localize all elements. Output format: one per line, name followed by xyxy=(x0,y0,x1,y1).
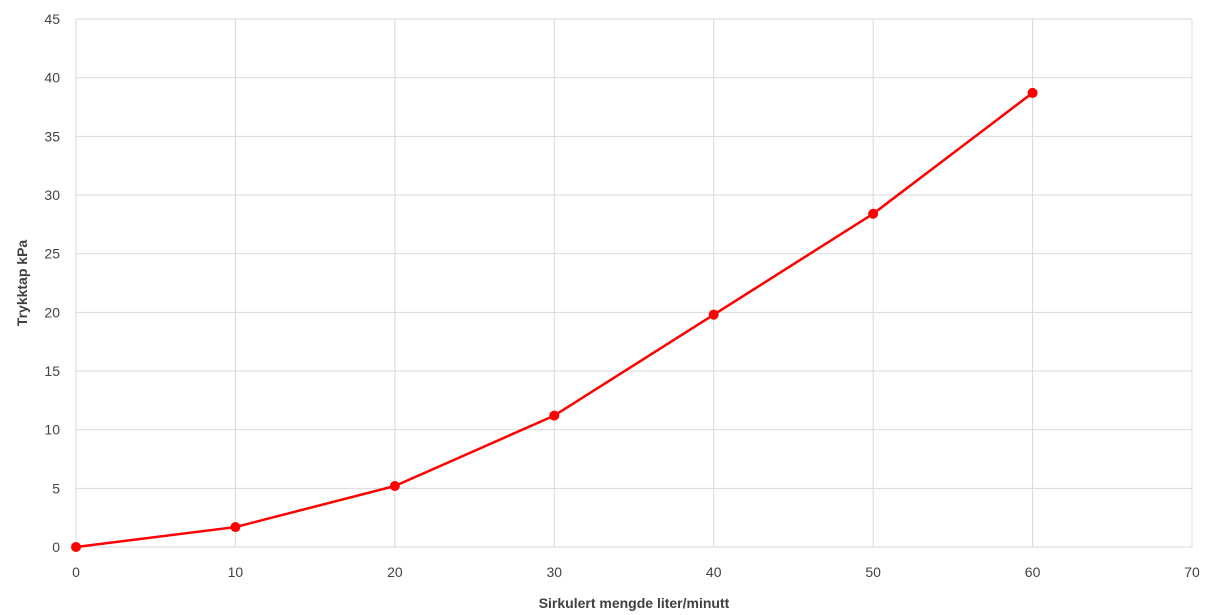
x-tick-label: 0 xyxy=(72,564,80,580)
y-tick-label: 35 xyxy=(44,128,60,144)
y-tick-label: 15 xyxy=(44,363,60,379)
data-point xyxy=(1027,87,1038,98)
y-axis-title: Trykktap kPa xyxy=(14,240,30,327)
data-point xyxy=(389,480,400,491)
grid xyxy=(75,18,1193,548)
y-tick-label: 10 xyxy=(44,422,60,438)
y-tick-label: 20 xyxy=(44,304,60,320)
x-tick-label: 40 xyxy=(706,564,722,580)
x-tick-label: 30 xyxy=(546,564,562,580)
x-axis-title: Sirkulert mengde liter/minutt xyxy=(539,595,730,611)
y-tick-label: 25 xyxy=(44,246,60,262)
series-layer xyxy=(71,87,1038,552)
y-tick-label: 40 xyxy=(44,70,60,86)
x-tick-label: 70 xyxy=(1184,564,1200,580)
data-point xyxy=(708,309,719,320)
x-tick-label: 20 xyxy=(387,564,403,580)
y-tick-label: 45 xyxy=(44,11,60,27)
data-point xyxy=(868,208,879,219)
x-tick-label: 10 xyxy=(228,564,244,580)
data-point xyxy=(230,522,241,533)
y-tick-label: 5 xyxy=(52,480,60,496)
x-tick-label: 50 xyxy=(865,564,881,580)
data-point xyxy=(71,542,81,552)
data-point xyxy=(549,410,560,421)
y-tick-label: 0 xyxy=(52,539,60,555)
tick-labels: 0 5 10 15 20 25 30 35 40 45 0 10 20 30 40 50 60 70 xyxy=(44,11,1200,580)
x-tick-label: 60 xyxy=(1025,564,1041,580)
y-tick-label: 30 xyxy=(44,187,60,203)
